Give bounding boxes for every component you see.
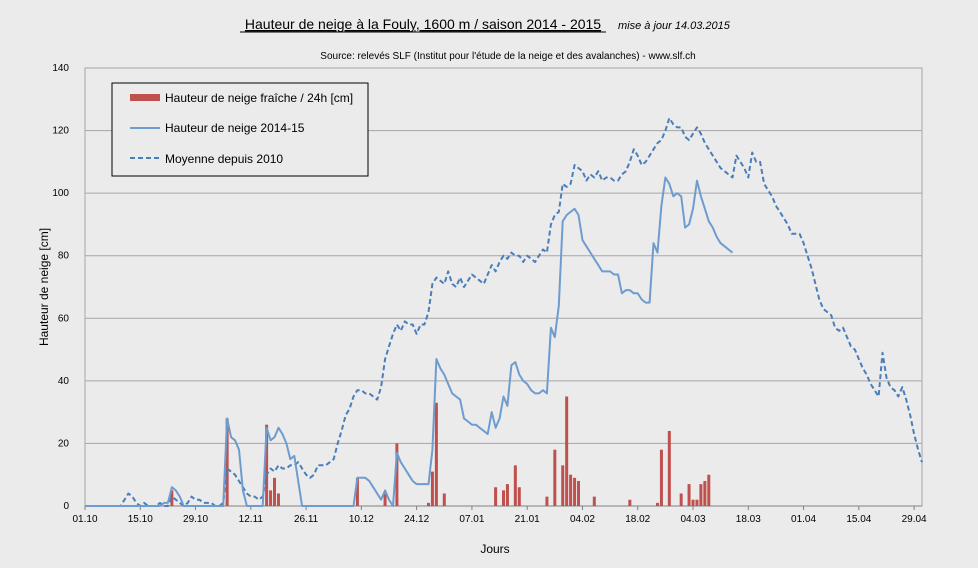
fresh-snow-bar xyxy=(707,474,711,506)
chart-title: Hauteur de neige à la Fouly, 1600 m / sa… xyxy=(245,16,601,32)
x-tick-label: 26.11 xyxy=(294,514,319,525)
y-axis-ticks: 0 20 40 60 80 100 120 140 xyxy=(52,63,69,512)
x-tick-label: 04.02 xyxy=(570,514,595,525)
x-tick-label: 29.04 xyxy=(902,514,927,525)
fresh-snow-bar xyxy=(545,496,549,506)
update-note: mise à jour 14.03.2015 xyxy=(618,20,731,32)
x-tick-label: 15.04 xyxy=(846,514,871,525)
average-since-2010-line xyxy=(85,117,923,507)
fresh-snow-bar xyxy=(273,477,277,506)
x-tick-label: 01.10 xyxy=(72,514,97,525)
fresh-snow-bar xyxy=(442,493,446,506)
fresh-snow-bar xyxy=(687,484,691,506)
x-tick-label: 10.12 xyxy=(349,514,374,525)
fresh-snow-bars xyxy=(170,396,711,506)
fresh-snow-bar xyxy=(265,424,269,506)
x-tick-label: 15.10 xyxy=(128,514,153,525)
fresh-snow-bar xyxy=(355,477,359,506)
fresh-snow-bar xyxy=(659,449,663,506)
fresh-snow-bar xyxy=(569,474,573,506)
y-tick-label: 140 xyxy=(52,63,69,74)
fresh-snow-bar xyxy=(703,480,707,506)
y-axis-title: Hauteur de neige [cm] xyxy=(37,228,51,346)
x-tick-label: 12.11 xyxy=(239,514,264,525)
fresh-snow-bar xyxy=(395,443,399,506)
fresh-snow-bar xyxy=(513,465,517,506)
legend-label-season: Hauteur de neige 2014-15 xyxy=(165,121,305,135)
chart-subtitle: Source: relevés SLF (Institut pour l'étu… xyxy=(320,51,695,62)
y-tick-label: 40 xyxy=(58,376,70,387)
fresh-snow-bar xyxy=(502,490,505,506)
x-tick-label: 04.03 xyxy=(680,514,705,525)
legend-swatch-fresh-snow xyxy=(130,94,160,101)
y-tick-label: 80 xyxy=(58,251,70,262)
y-tick-label: 0 xyxy=(63,501,69,512)
y-tick-label: 100 xyxy=(52,188,69,199)
fresh-snow-bar xyxy=(592,496,596,506)
legend: Hauteur de neige fraîche / 24h [cm] Haut… xyxy=(111,82,369,177)
fresh-snow-bar xyxy=(269,490,273,506)
y-tick-label: 120 xyxy=(52,126,69,137)
series-lines xyxy=(85,117,923,507)
fresh-snow-bar xyxy=(679,493,683,506)
fresh-snow-bar xyxy=(276,493,280,506)
y-tick-label: 60 xyxy=(58,313,70,324)
x-tick-label: 21.01 xyxy=(515,514,540,525)
fresh-snow-bar xyxy=(577,480,581,506)
fresh-snow-bar xyxy=(691,499,695,506)
x-tick-label: 29.10 xyxy=(183,514,208,525)
x-tick-label: 18.03 xyxy=(736,514,761,525)
x-tick-label: 01.04 xyxy=(791,514,816,525)
y-tick-label: 20 xyxy=(58,438,70,449)
fresh-snow-bar xyxy=(494,487,498,506)
fresh-snow-bar xyxy=(561,465,565,506)
legend-label-average: Moyenne depuis 2010 xyxy=(165,152,283,166)
fresh-snow-bar xyxy=(695,499,699,506)
fresh-snow-bar xyxy=(628,499,632,506)
x-tick-label: 18.02 xyxy=(625,514,650,525)
legend-label-fresh-snow: Hauteur de neige fraîche / 24h [cm] xyxy=(165,91,353,105)
fresh-snow-bar xyxy=(553,449,557,506)
fresh-snow-bar xyxy=(667,430,671,506)
fresh-snow-bar xyxy=(505,484,509,506)
fresh-snow-bar xyxy=(655,502,659,506)
fresh-snow-bar xyxy=(426,502,430,506)
fresh-snow-bar xyxy=(699,484,703,506)
season-2014-15-line xyxy=(85,176,734,507)
fresh-snow-bar xyxy=(573,477,577,506)
x-tick-label: 24.12 xyxy=(404,514,429,525)
fresh-snow-bar xyxy=(434,402,438,506)
x-axis-title: Jours xyxy=(480,542,509,556)
x-tick-label: 07.01 xyxy=(459,514,484,525)
fresh-snow-bar xyxy=(565,396,569,506)
fresh-snow-bar xyxy=(517,487,521,506)
fresh-snow-bar xyxy=(225,418,229,506)
fresh-snow-bar xyxy=(383,493,387,506)
fresh-snow-bar xyxy=(430,471,434,506)
